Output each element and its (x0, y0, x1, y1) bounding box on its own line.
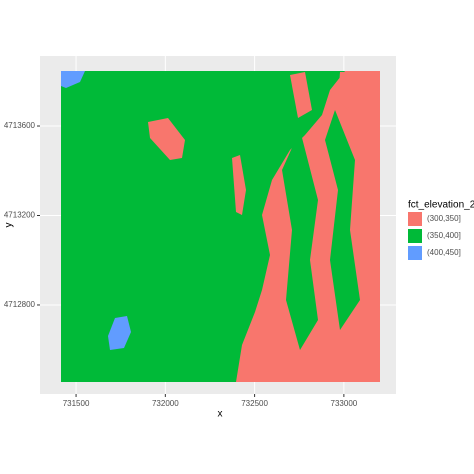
y-axis-label: y (4, 223, 15, 228)
legend-label: (350,400] (427, 231, 461, 240)
raster-region (232, 155, 246, 215)
legend-label: (300,350] (427, 214, 461, 223)
y-tick-label: 4713200 (4, 211, 36, 220)
legend-key (408, 229, 422, 243)
legend-key (408, 212, 422, 226)
x-tick-label: 732000 (152, 399, 179, 408)
raster-region (325, 110, 360, 330)
raster-region (290, 72, 312, 118)
x-tick-label: 733000 (331, 399, 358, 408)
y-tick-label: 4712800 (4, 300, 36, 309)
axes: 731500 732000 732500 733000 4712800 4713200 47… (4, 121, 358, 408)
x-tick-label: 732500 (241, 399, 268, 408)
legend-label: (400,450] (427, 248, 461, 257)
x-tick-label: 731500 (63, 399, 90, 408)
raster-region (282, 130, 318, 350)
raster-region (61, 71, 85, 88)
raster-region (338, 72, 352, 110)
raster-region (108, 316, 131, 350)
legend: (300,350] (350,400] (400,450] (408, 212, 461, 260)
legend-key (408, 246, 422, 260)
raster-region (148, 118, 185, 160)
y-tick-label: 4713600 (4, 121, 36, 130)
raster (61, 71, 380, 382)
legend-title: fct_elevation_2 (408, 200, 474, 211)
x-axis-label: x (218, 409, 223, 420)
